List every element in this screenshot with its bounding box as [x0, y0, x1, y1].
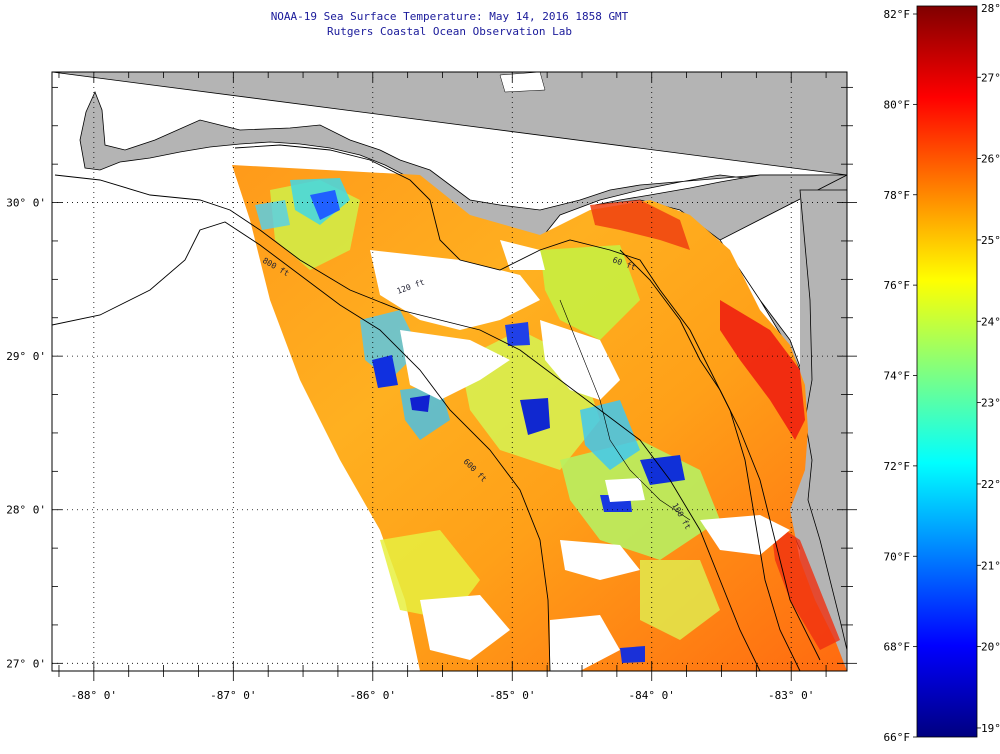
colorbar: [916, 5, 978, 738]
colorbar-labels: 82°F 80°F 78°F 76°F 74°F 72°F 70°F 68°F 66°F 28°C…: [884, 2, 1000, 744]
colorbar-f-label: 76°F: [884, 279, 911, 292]
lon-tick-label: -86° 0': [350, 689, 396, 702]
map-frame: [51, 71, 848, 672]
colorbar-f-label: 82°F: [884, 8, 911, 21]
colorbar-c-label: 27°C: [981, 71, 1000, 84]
colorbar-f-label: 80°F: [884, 98, 911, 111]
lon-tick-label: -87° 0': [210, 689, 256, 702]
colorbar-f-label: 74°F: [884, 370, 911, 383]
colorbar-f-label: 68°F: [884, 641, 911, 654]
colorbar-c-label: 19°C: [981, 722, 1000, 735]
land-mass-north: [52, 72, 847, 249]
colorbar-c-label: 28°C: [981, 2, 1000, 15]
colorbar-c-label: 22°C: [981, 478, 1000, 491]
colorbar-f-label: 70°F: [884, 550, 911, 563]
lon-tick-label: -84° 0': [629, 689, 675, 702]
lon-tick-label: -83° 0': [768, 689, 814, 702]
lat-tick-label: 27° 0': [6, 657, 46, 670]
colorbar-c-label: 21°C: [981, 559, 1000, 572]
lat-tick-label: 29° 0': [6, 350, 46, 363]
colorbar-f-label: 78°F: [884, 189, 911, 202]
colorbar-c-label: 25°C: [981, 234, 1000, 247]
colorbar-c-label: 23°C: [981, 397, 1000, 410]
colorbar-f-label: 72°F: [884, 460, 911, 473]
lon-tick-label: -88° 0': [71, 689, 117, 702]
colorbar-c-label: 20°C: [981, 641, 1000, 654]
map-subtitle: Rutgers Coastal Ocean Observation Lab: [326, 25, 573, 38]
colorbar-c-label: 26°C: [981, 153, 1000, 166]
colorbar-c-label: 24°C: [981, 315, 1000, 328]
lat-tick-label: 30° 0': [6, 197, 46, 210]
map-title: NOAA-19 Sea Surface Temperature: May 14,…: [270, 10, 629, 23]
axis-labels: -88° 0' -87° 0' -86° 0' -85° 0' -84° 0' -83° …: [6, 197, 814, 702]
colorbar-f-label: 66°F: [884, 731, 911, 744]
lat-tick-label: 28° 0': [6, 504, 46, 517]
lon-tick-label: -85° 0': [489, 689, 535, 702]
axis-ticks: [52, 72, 857, 681]
